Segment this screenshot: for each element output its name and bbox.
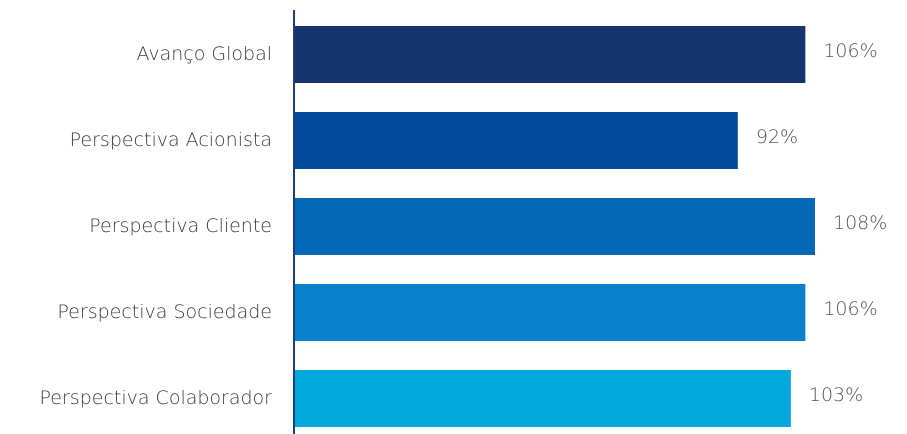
bar-perspectiva-cliente: [294, 198, 815, 255]
bar-perspectiva-colaborador: [294, 370, 791, 427]
value-label-avanco-global: 106%: [823, 40, 877, 62]
value-label-perspectiva-acionista: 92%: [756, 126, 798, 148]
bar-perspectiva-sociedade: [294, 284, 806, 341]
value-label-perspectiva-cliente: 108%: [833, 212, 887, 234]
bar-perspectiva-acionista: [294, 112, 738, 169]
bar-avanco-global: [294, 26, 806, 83]
bars-layer: [294, 26, 815, 427]
labels-layer: Avanço Global 106% Perspectiva Acionista 92…: [40, 40, 888, 409]
value-label-perspectiva-sociedade: 106%: [823, 298, 877, 320]
category-label-perspectiva-cliente: Perspectiva Cliente: [89, 215, 272, 237]
category-label-avanco-global: Avanço Global: [136, 43, 272, 65]
value-label-perspectiva-colaborador: 103%: [809, 384, 863, 406]
category-label-perspectiva-acionista: Perspectiva Acionista: [70, 129, 272, 151]
category-label-perspectiva-sociedade: Perspectiva Sociedade: [57, 301, 272, 323]
category-label-perspectiva-colaborador: Perspectiva Colaborador: [40, 387, 273, 409]
